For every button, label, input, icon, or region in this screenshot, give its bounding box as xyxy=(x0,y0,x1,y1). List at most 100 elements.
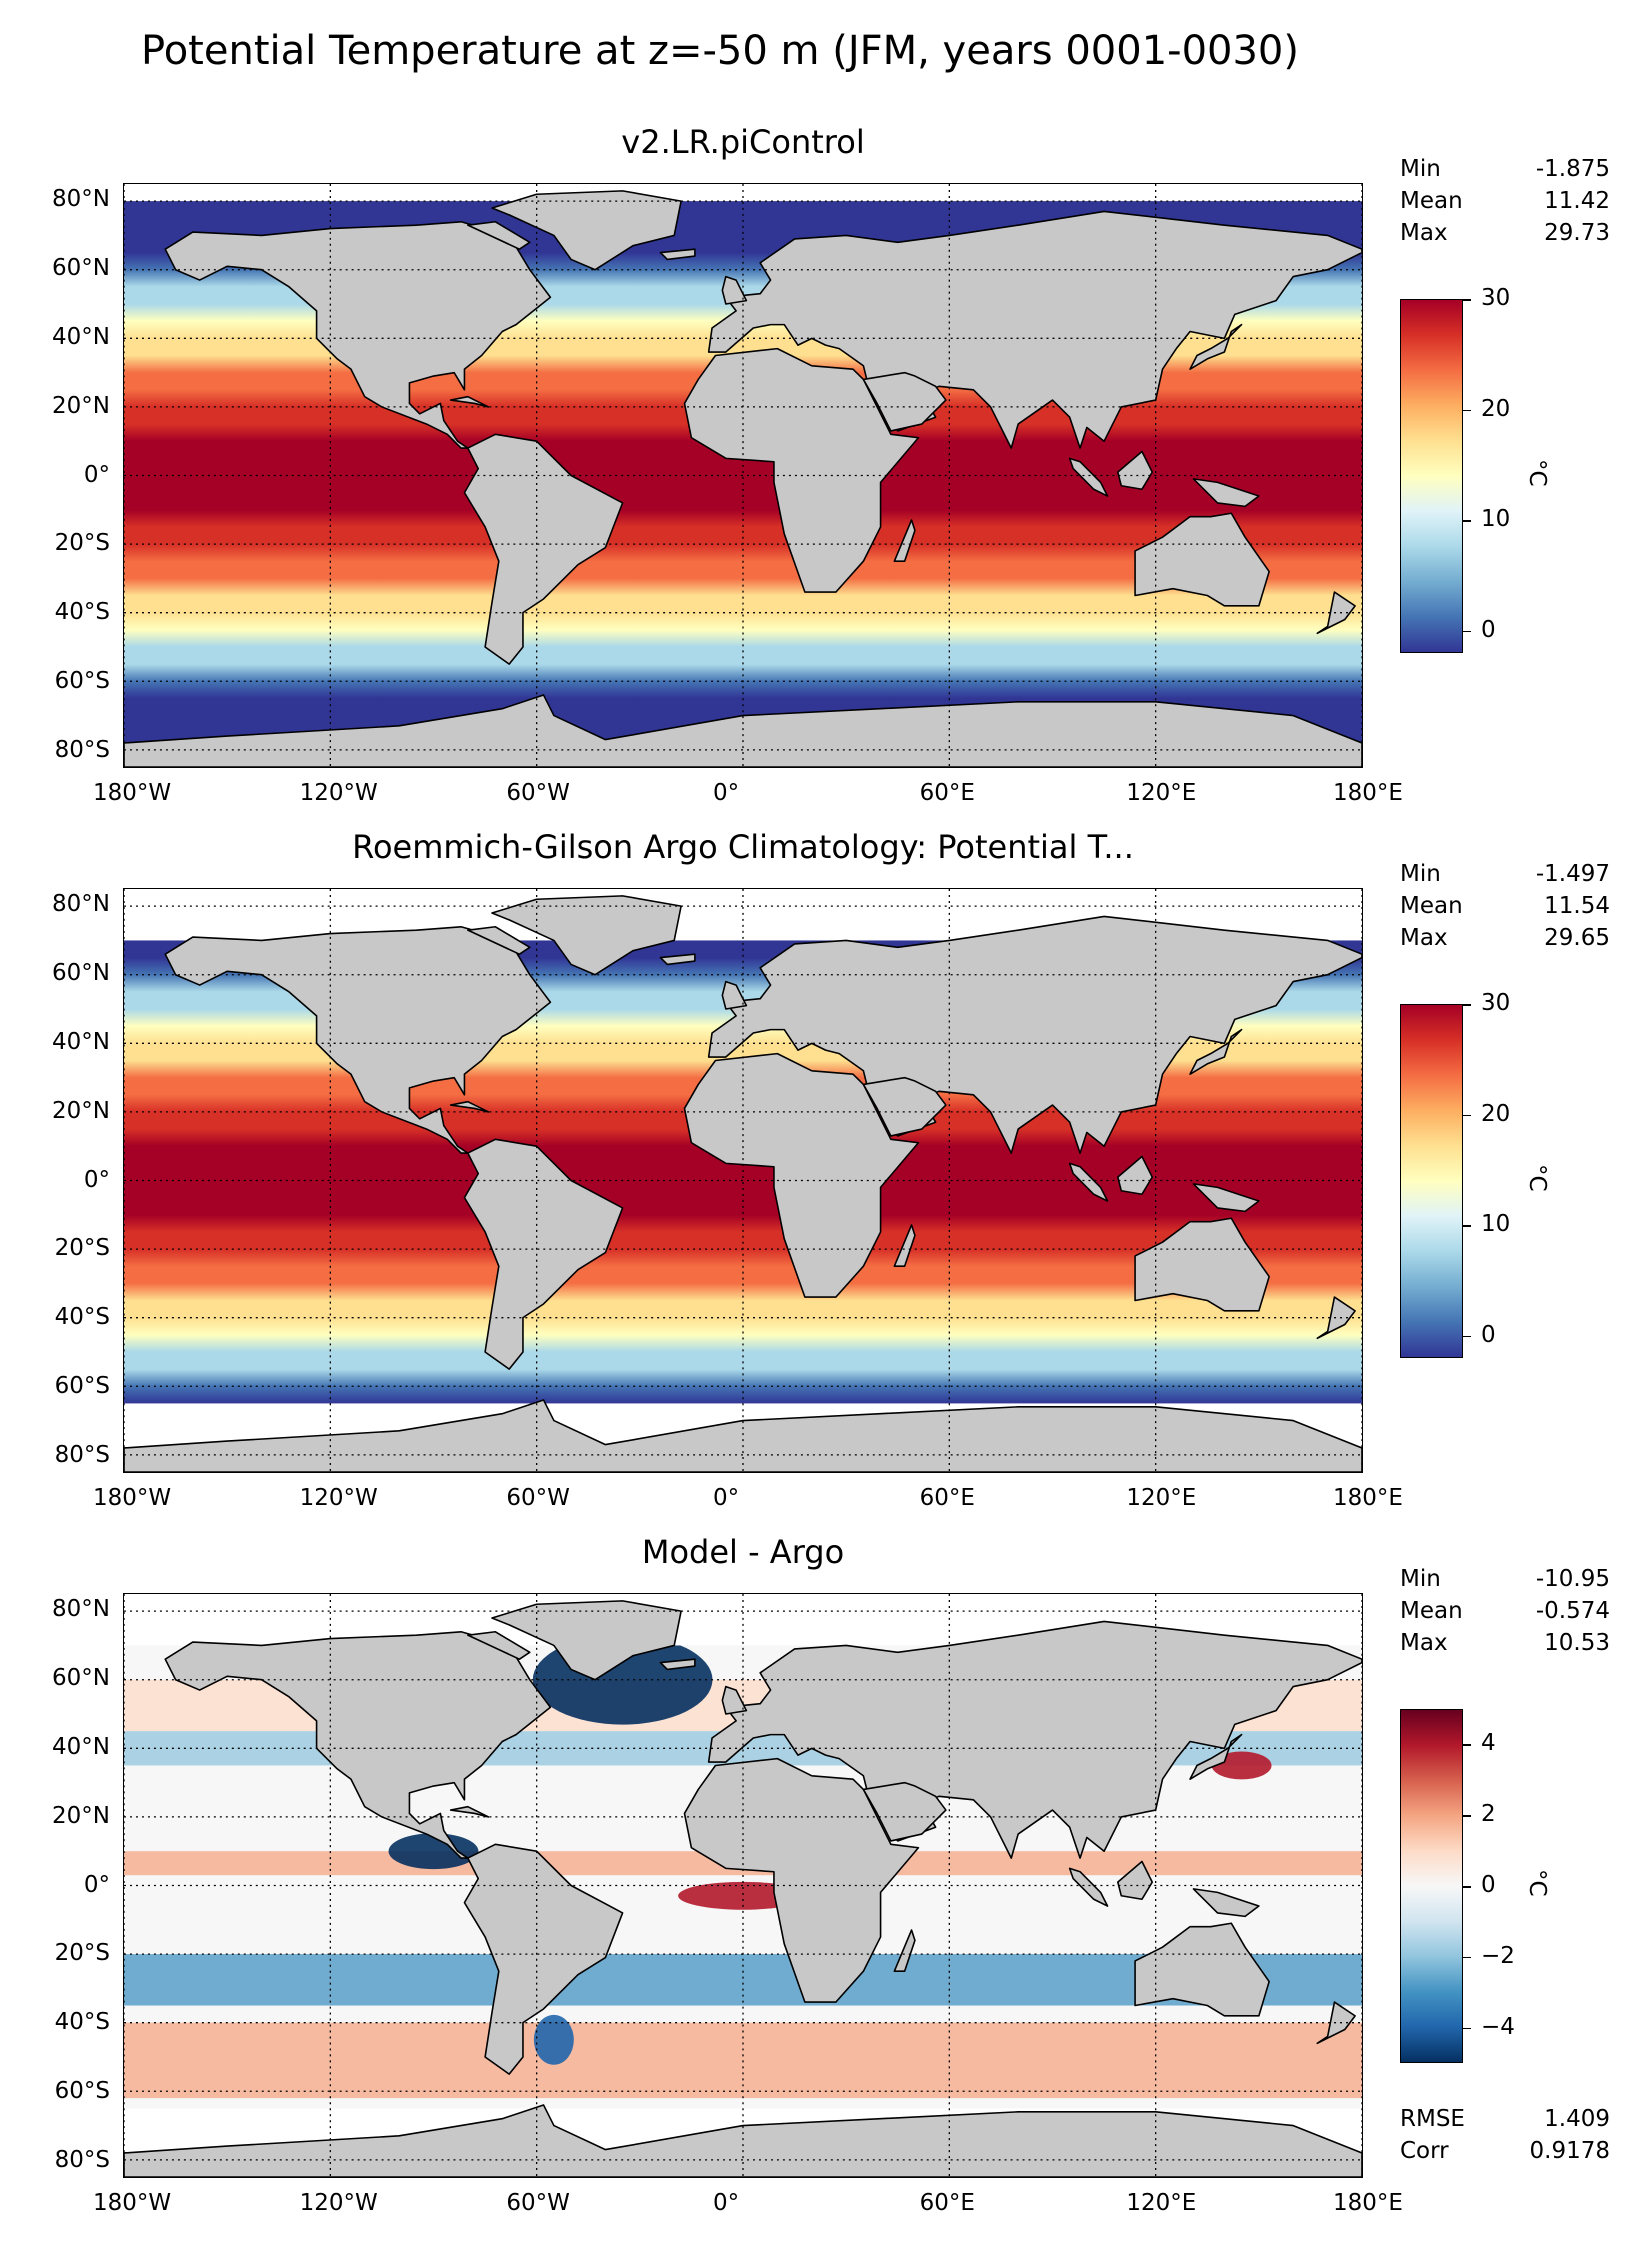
lat-tick-label: 20°N xyxy=(52,392,110,419)
colorbar-tick-mark xyxy=(1463,520,1471,522)
landmass-madagascar xyxy=(893,1929,916,1973)
landmass-new-guinea xyxy=(1192,1183,1260,1213)
lon-tick-label: 120°E xyxy=(1126,2190,1197,2216)
lon-tick-label: 120°W xyxy=(299,1485,378,1511)
colorbar-tick-label: 30 xyxy=(1481,990,1511,1016)
landmass-australia xyxy=(1134,1922,1270,2017)
lat-tick-label: 80°N xyxy=(52,186,110,213)
lat-tick-label: 0° xyxy=(83,1166,110,1193)
landmass-new-zealand xyxy=(1316,1296,1356,1340)
landmass-new-zealand xyxy=(1316,591,1356,635)
colorbar-tick-mark xyxy=(1463,1956,1471,1959)
lat-tick-label: 60°S xyxy=(54,667,110,694)
stat-row: Corr 0.9178 xyxy=(1400,2135,1610,2167)
stat-label: Max xyxy=(1400,220,1448,246)
lat-tick-label: 60°N xyxy=(52,960,110,987)
colorbar-tick-mark xyxy=(1463,1225,1471,1227)
landmass-antarctica xyxy=(124,694,1362,767)
landmass-greenland xyxy=(491,895,682,976)
colorbar-tick-mark xyxy=(1463,299,1471,301)
stat-label: Mean xyxy=(1400,893,1463,919)
lat-tick-label: 60°N xyxy=(52,255,110,282)
map-panel xyxy=(123,888,1363,1473)
colorbar-tick-label: −4 xyxy=(1481,2013,1515,2040)
warm-anomaly-kuroshio xyxy=(1211,1751,1272,1780)
landmass-uk xyxy=(721,1685,748,1715)
landmass-south-america xyxy=(463,1843,624,2075)
lat-tick-label: 20°N xyxy=(52,1802,110,1829)
stat-row: Min -10.95 xyxy=(1400,1563,1610,1595)
landmass-greenland xyxy=(491,1600,682,1681)
stat-row: Min -1.875 xyxy=(1400,153,1610,185)
landmass-madagascar xyxy=(893,519,916,563)
stat-row: Max 29.65 xyxy=(1400,922,1610,954)
colorbar xyxy=(1400,299,1463,653)
stat-label: Min xyxy=(1400,861,1441,887)
stat-label: Mean xyxy=(1400,188,1463,214)
stat-value: -0.574 xyxy=(1535,1598,1610,1624)
lon-tick-label: 0° xyxy=(713,2190,740,2216)
landmass-south-america xyxy=(463,433,624,665)
landmass-japan xyxy=(1189,323,1243,370)
stats-block: Min -1.497 Mean 11.54 Max 29.65 xyxy=(1400,858,1610,954)
colorbar-tick-mark xyxy=(1463,1815,1471,1817)
stat-row: Max 29.73 xyxy=(1400,217,1610,249)
landmass-japan xyxy=(1189,1733,1243,1780)
lat-tick-label: 60°N xyxy=(52,1665,110,1692)
stat-value: 11.42 xyxy=(1544,188,1610,214)
colorbar-tick-mark xyxy=(1463,1114,1471,1117)
stats-block: Min -10.95 Mean -0.574 Max 10.53 xyxy=(1400,1563,1610,1659)
colorbar-tick-label: 10 xyxy=(1481,1211,1511,1238)
colorbar-tick-label: 4 xyxy=(1481,1730,1496,1757)
landmass-antarctica xyxy=(124,2104,1362,2177)
colorbar-tick-mark xyxy=(1463,1744,1471,1746)
stat-row: Mean 11.42 xyxy=(1400,185,1610,217)
landmass-new-zealand xyxy=(1316,2001,1356,2045)
stat-row: Mean 11.54 xyxy=(1400,890,1610,922)
colorbar-unit-label: °C xyxy=(1524,459,1550,487)
stat-label: Max xyxy=(1400,925,1448,951)
colorbar-tick-label: −2 xyxy=(1481,1942,1515,1969)
colorbar-tick-label: 2 xyxy=(1481,1801,1496,1828)
landmass-cuba xyxy=(449,1805,490,1818)
colorbar-tick-mark xyxy=(1463,630,1471,633)
landmass-baffin xyxy=(467,1630,531,1660)
panel-title: Roemmich-Gilson Argo Climatology: Potent… xyxy=(352,828,1134,866)
landmass-uk xyxy=(721,275,748,305)
cold-anomaly-brazil-malvinas xyxy=(533,2014,574,2065)
landmass-africa xyxy=(683,347,920,593)
stat-label: Mean xyxy=(1400,1598,1463,1624)
landmass-cuba xyxy=(449,395,490,408)
landmass-iceland xyxy=(659,1658,696,1671)
colorbar-unit-label: °C xyxy=(1524,1164,1550,1192)
lon-tick-label: 60°E xyxy=(919,2190,975,2216)
colorbar-tick-label: 20 xyxy=(1481,1100,1511,1127)
colorbar-tick-label: 30 xyxy=(1481,285,1511,311)
landmass-greenland xyxy=(491,190,682,271)
landmass-baffin xyxy=(467,925,531,955)
stat-label: RMSE xyxy=(1400,2106,1465,2132)
lat-tick-label: 20°S xyxy=(54,1235,110,1262)
stat-label: Corr xyxy=(1400,2138,1449,2164)
colorbar-tick-label: 0 xyxy=(1481,1321,1496,1348)
lat-tick-label: 40°S xyxy=(54,599,110,626)
lat-tick-label: 80°N xyxy=(52,891,110,918)
lat-tick-label: 0° xyxy=(83,1871,110,1898)
stats-block: Min -1.875 Mean 11.42 Max 29.73 xyxy=(1400,153,1610,249)
lat-tick-label: 20°N xyxy=(52,1097,110,1124)
figure-title: Potential Temperature at z=-50 m (JFM, y… xyxy=(141,28,1299,74)
colorbar-tick-mark xyxy=(1463,1886,1471,1888)
lat-tick-label: 20°S xyxy=(54,1940,110,1967)
colorbar xyxy=(1400,1004,1463,1358)
lon-tick-label: 180°E xyxy=(1333,1485,1403,1511)
colorbar-tick-mark xyxy=(1463,1335,1471,1338)
lon-tick-label: 180°W xyxy=(93,1485,172,1511)
landmass-iceland xyxy=(659,248,696,261)
stat-label: Min xyxy=(1400,156,1441,182)
colorbar xyxy=(1400,1709,1463,2063)
no-data-mask xyxy=(124,184,1362,202)
stat-label: Min xyxy=(1400,1566,1441,1592)
landmass-new-guinea xyxy=(1192,478,1260,508)
landmass-cuba xyxy=(449,1100,490,1113)
colorbar-tick-label: 0 xyxy=(1481,1872,1496,1898)
